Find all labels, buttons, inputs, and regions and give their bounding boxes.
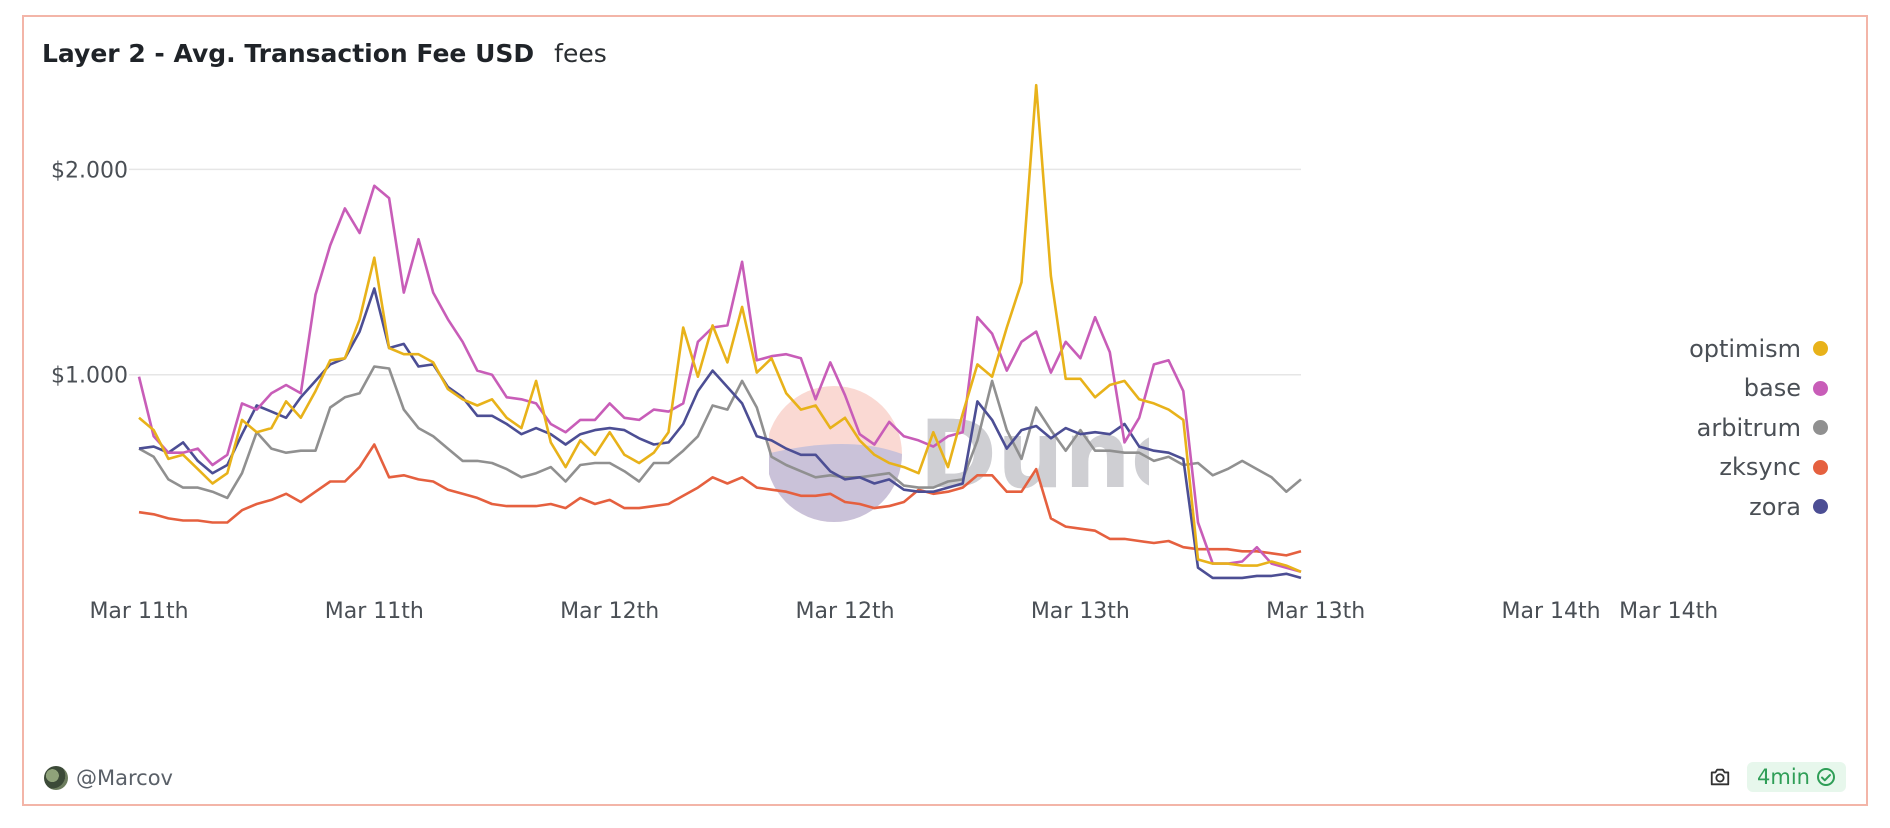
avatar: [44, 766, 68, 790]
line-chart: $1.000 $2.000 Mar 11th Mar 11th Mar 12th Mar …: [51, 83, 1718, 624]
legend-item-optimism[interactable]: optimism: [1689, 329, 1828, 369]
legend-label: base: [1743, 374, 1801, 403]
series-line-arbitrum[interactable]: [138, 365, 1302, 500]
x-tick-label: Mar 14th: [1502, 599, 1601, 624]
x-tick-label: Mar 11th: [325, 599, 424, 624]
watermark-logo-wedge: [769, 444, 902, 522]
legend-dot: [1813, 380, 1828, 396]
legend-label: zora: [1749, 492, 1801, 521]
x-tick-label: Mar 11th: [89, 599, 188, 624]
chart-subtitle: fees: [554, 39, 607, 68]
x-tick-label: Mar 12th: [560, 599, 659, 624]
legend-label: optimism: [1689, 334, 1801, 363]
legend: optimism base arbitrum zksync zora: [1689, 329, 1828, 527]
header: Layer 2 - Avg. Transaction Fee USD fees: [42, 39, 607, 68]
x-tick-label: Mar 14th: [1619, 599, 1718, 624]
dune-watermark: Dune: [769, 386, 1149, 522]
series-line-optimism[interactable]: [138, 83, 1302, 573]
legend-item-zksync[interactable]: zksync: [1689, 448, 1828, 488]
camera-icon[interactable]: [1709, 766, 1731, 788]
author-info[interactable]: @Marcov: [44, 766, 173, 790]
legend-item-zora[interactable]: zora: [1689, 487, 1828, 527]
legend-label: arbitrum: [1696, 413, 1801, 442]
y-tick-label: $1.000: [51, 364, 128, 389]
series-line-zora[interactable]: [138, 287, 1302, 580]
author-name: @Marcov: [76, 766, 173, 790]
x-tick-label: Mar 13th: [1266, 599, 1365, 624]
refresh-badge[interactable]: 4min: [1747, 762, 1846, 792]
refresh-time: 4min: [1757, 765, 1810, 789]
y-tick-label: $2.000: [51, 158, 128, 183]
x-tick-label: Mar 12th: [795, 599, 894, 624]
legend-label: zksync: [1719, 453, 1801, 482]
footer-actions: 4min: [1709, 762, 1846, 792]
legend-dot: [1813, 459, 1828, 475]
legend-item-base[interactable]: base: [1689, 369, 1828, 409]
x-tick-label: Mar 13th: [1031, 599, 1130, 624]
chart-card: Layer 2 - Avg. Transaction Fee USD fees …: [22, 15, 1868, 806]
legend-dot: [1813, 341, 1828, 357]
series-line-zksync[interactable]: [138, 443, 1302, 557]
legend-dot: [1813, 499, 1828, 515]
check-circle-icon: [1817, 768, 1835, 786]
legend-item-arbitrum[interactable]: arbitrum: [1689, 408, 1828, 448]
series-line-base[interactable]: [137, 184, 1302, 574]
chart-title: Layer 2 - Avg. Transaction Fee USD: [42, 39, 535, 68]
legend-dot: [1813, 420, 1828, 436]
